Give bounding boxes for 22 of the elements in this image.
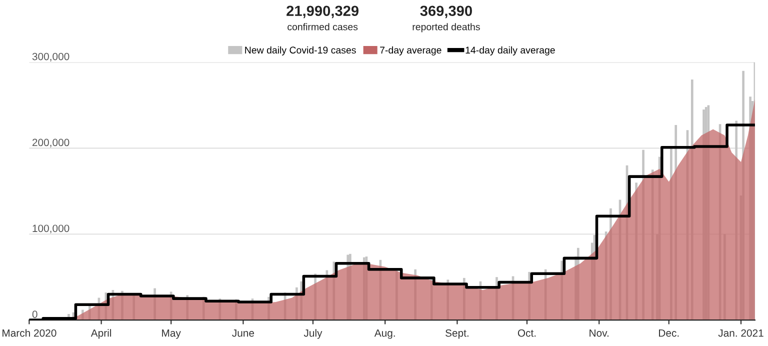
text: confirmed cases — [288, 23, 358, 30]
x-tick-label: Sept. — [446, 329, 468, 339]
legend-label: 7-day average — [380, 46, 442, 56]
x-tick-label: Oct. — [518, 329, 536, 337]
legend-label: 14-day daily average — [466, 46, 555, 56]
x-tick-label: Aug. — [374, 329, 395, 339]
x-tick-label: May — [162, 329, 181, 339]
text: reported deaths — [412, 23, 480, 32]
y-tick-label: 300,000 — [32, 52, 70, 62]
x-tick-label: July — [304, 329, 322, 339]
x-tick-label: March 2020 — [2, 329, 56, 337]
y-tick-label: 0 — [32, 310, 38, 318]
x-tick-label: Dec. — [659, 329, 679, 337]
text: 369,390 — [420, 6, 472, 18]
x-tick-label: June — [232, 329, 254, 337]
y-tick-label: 200,000 — [32, 138, 70, 148]
x-tick-label: Jan. 2021 — [718, 329, 764, 337]
legend-label: New daily Covid-19 cases — [245, 46, 356, 56]
y-tick-label: 100,000 — [32, 224, 70, 234]
x-tick-label: April — [90, 329, 112, 339]
x-tick-label: Nov. — [590, 329, 608, 337]
text: 21,990,329 — [286, 6, 359, 18]
